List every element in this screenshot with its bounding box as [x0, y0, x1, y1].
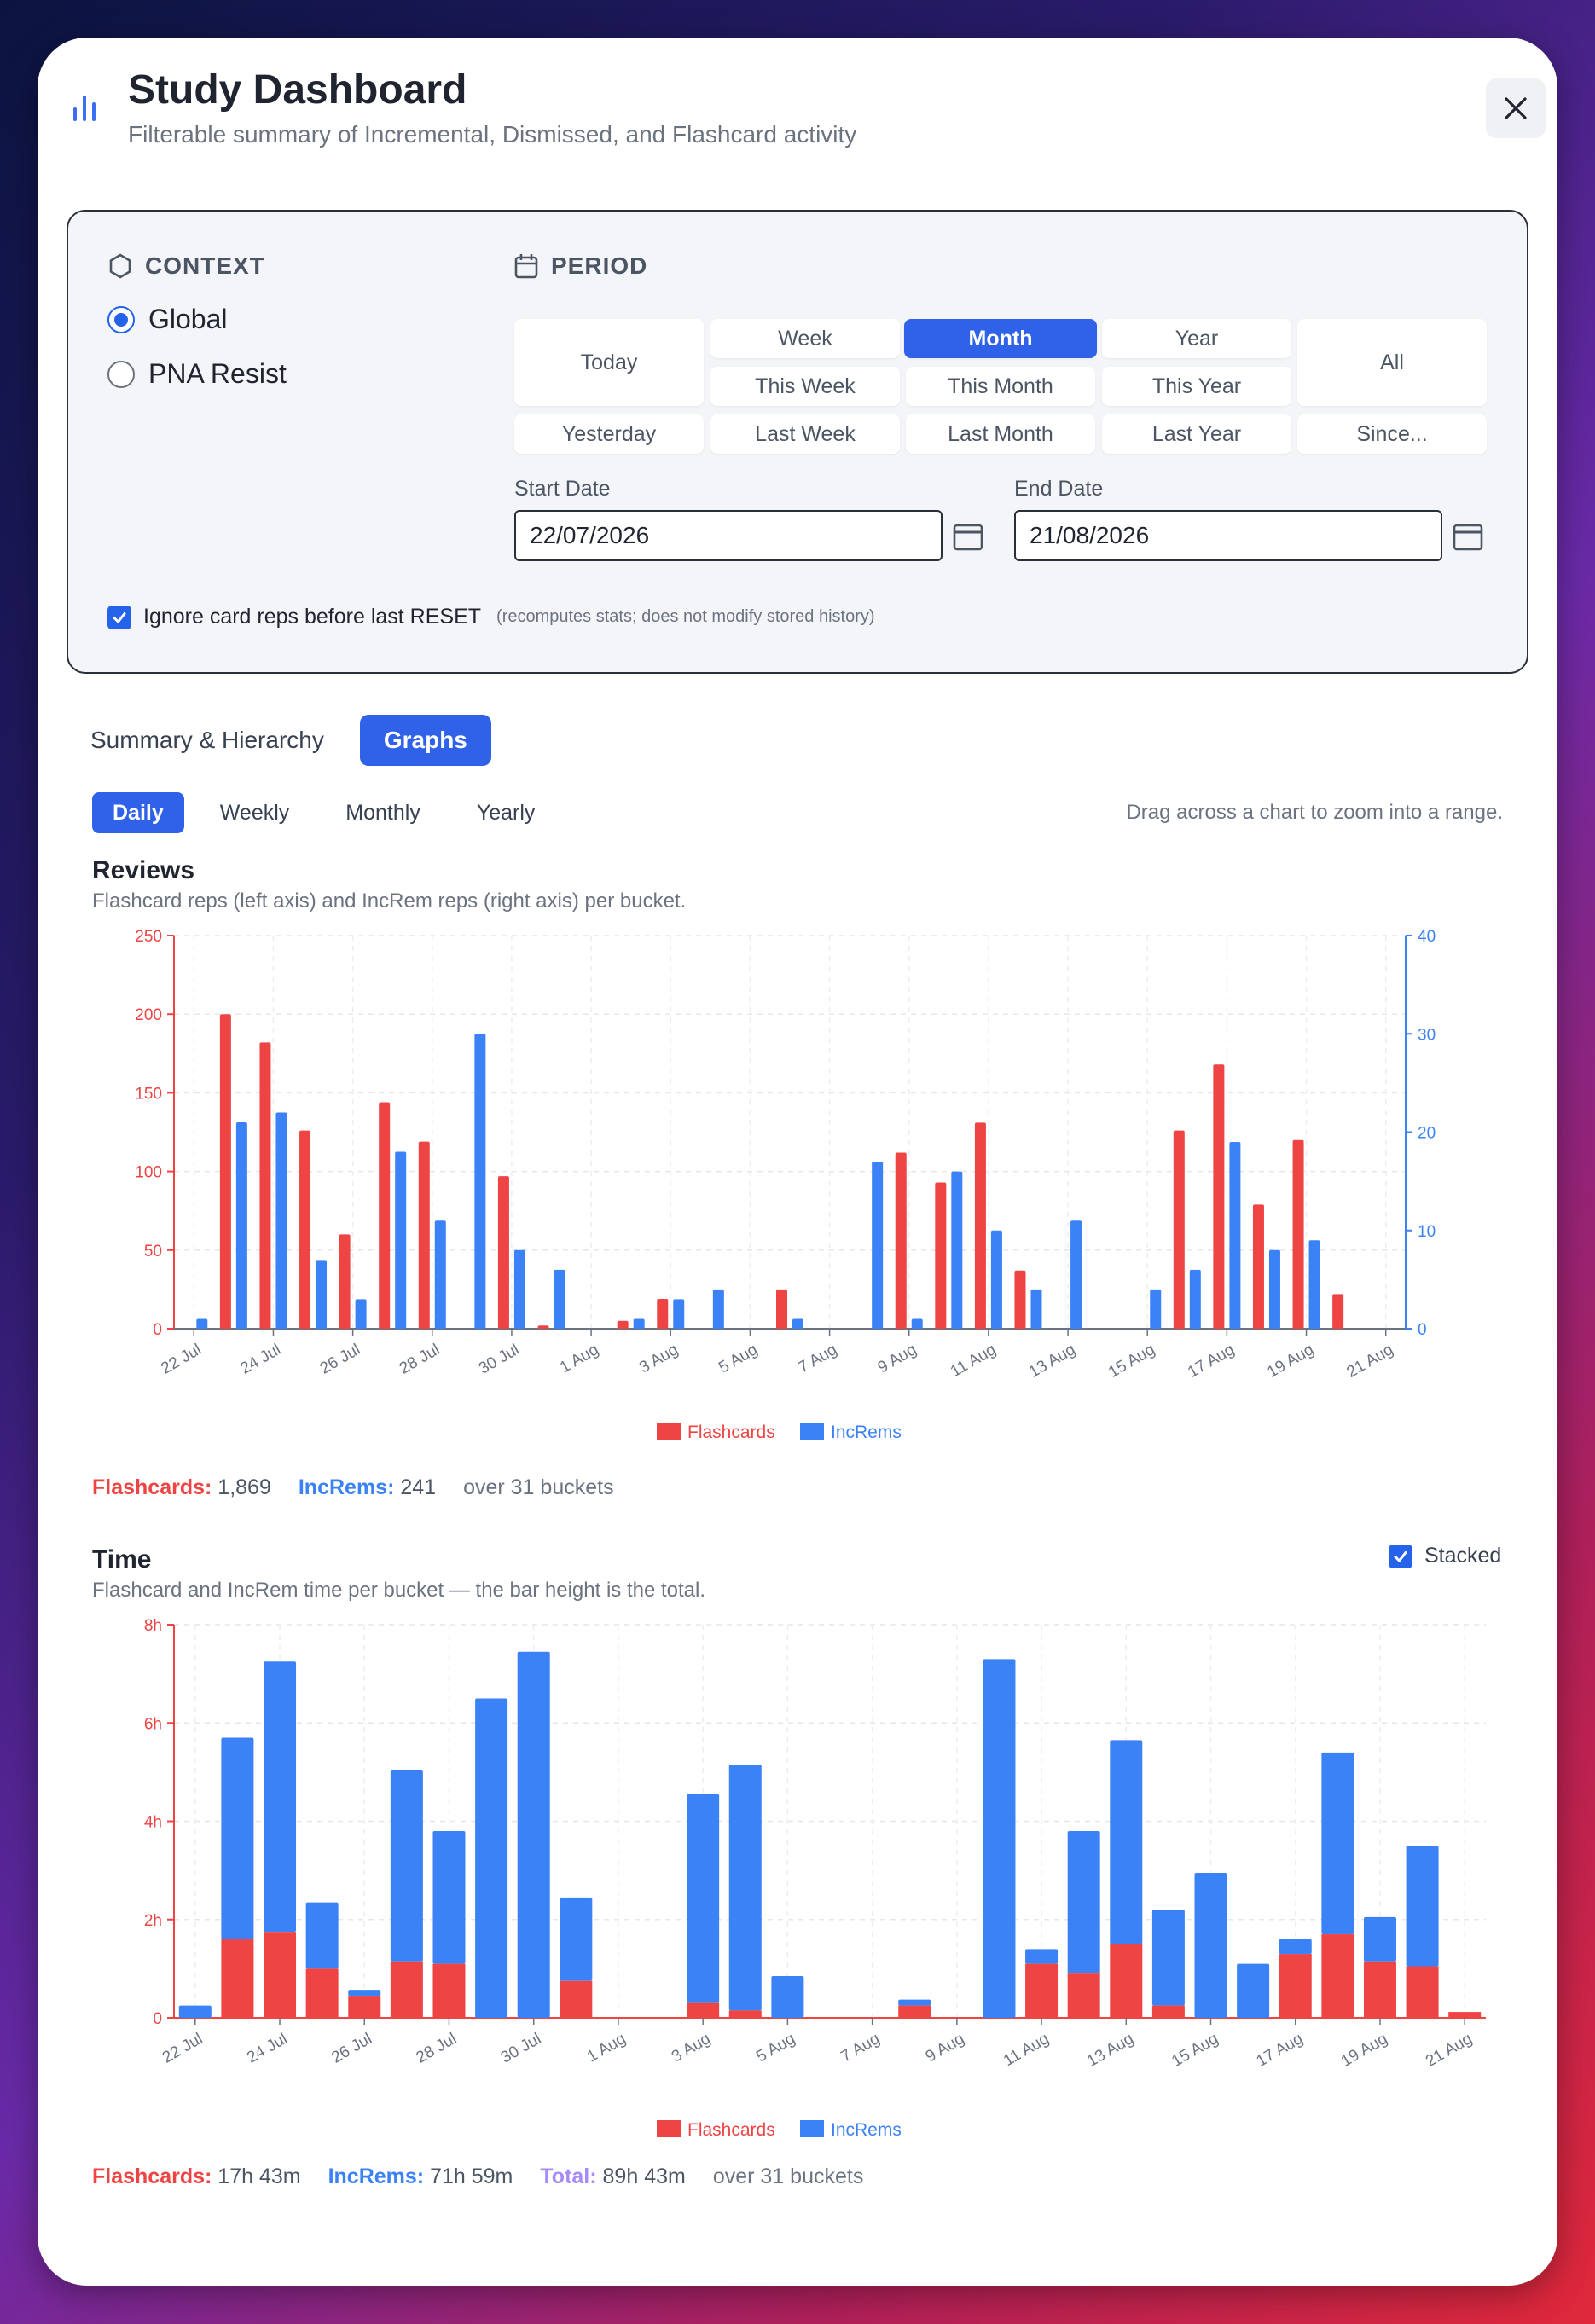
period-yesterday-button[interactable]: Yesterday	[514, 414, 704, 454]
period-week-button[interactable]: Week	[710, 319, 900, 358]
reviews-chart-title: Reviews	[92, 856, 195, 884]
calendar-icon	[953, 524, 983, 551]
end-date-input[interactable]: 21/08/2026	[1014, 510, 1442, 561]
reviews-inc-value: 241	[400, 1475, 437, 1499]
time-chart-title: Time	[92, 1545, 152, 1573]
tab-graphs[interactable]: Graphs	[359, 715, 491, 766]
reviews-stats: Flashcards: 1,869 IncRems: 241 over 31 b…	[92, 1475, 614, 1500]
time-inc-label: IncRems:	[328, 2165, 425, 2188]
close-icon	[1505, 97, 1527, 119]
stacked-checkbox[interactable]	[1389, 1544, 1412, 1568]
end-date-label: End Date	[1014, 477, 1104, 501]
granularity-tabs: Daily Weekly Monthly Yearly	[92, 792, 555, 833]
period-month-button[interactable]: Month	[904, 319, 1097, 358]
calendar-icon	[1453, 524, 1483, 551]
ignore-reset-label: Ignore card reps before last RESET	[143, 605, 482, 629]
reviews-chart-subtitle: Flashcard reps (left axis) and IncRem re…	[92, 890, 687, 913]
period-all-button[interactable]: All	[1297, 319, 1487, 406]
hexagon-icon	[109, 253, 131, 279]
period-year-button[interactable]: Year	[1102, 319, 1291, 358]
time-total-label: Total:	[540, 2165, 597, 2188]
time-buckets: over 31 buckets	[712, 2165, 864, 2188]
calendar-icon	[514, 254, 538, 279]
check-icon	[113, 611, 126, 623]
page-title: Study Dashboard	[128, 67, 467, 113]
start-date-input[interactable]: 22/07/2026	[514, 510, 942, 561]
context-option-global[interactable]: Global	[107, 304, 228, 335]
close-button[interactable]	[1486, 78, 1546, 138]
time-chart-subtitle: Flashcard and IncRem time per bucket — t…	[92, 1579, 706, 1602]
period-today-button[interactable]: Today	[514, 319, 704, 406]
radio-selected[interactable]	[107, 305, 135, 333]
granularity-yearly[interactable]: Yearly	[476, 800, 536, 825]
time-stats: Flashcards: 17h 43m IncRems: 71h 59m Tot…	[92, 2165, 863, 2189]
period-since-button[interactable]: Since...	[1297, 414, 1487, 454]
bar-chart-icon	[72, 92, 99, 123]
start-date-label: Start Date	[514, 477, 611, 501]
period-section-label: PERIOD	[513, 252, 647, 280]
main-tabs: Summary & Hierarchy Graphs	[67, 715, 491, 766]
period-this-week-button[interactable]: This Week	[710, 367, 900, 406]
context-option-pna-resist[interactable]: PNA Resist	[107, 358, 287, 390]
tab-summary-hierarchy[interactable]: Summary & Hierarchy	[90, 727, 324, 753]
stacked-label: Stacked	[1424, 1544, 1502, 1568]
context-section-label: CONTEXT	[107, 252, 265, 280]
period-this-year-button[interactable]: This Year	[1102, 367, 1291, 406]
stacked-toggle[interactable]: Stacked	[1389, 1544, 1501, 1568]
time-flash-label: Flashcards:	[92, 2165, 212, 2188]
reviews-flash-label: Flashcards:	[92, 1475, 212, 1499]
reviews-flash-value: 1,869	[218, 1475, 271, 1499]
period-this-month-button[interactable]: This Month	[906, 367, 1095, 406]
start-date-calendar-button[interactable]	[953, 520, 983, 551]
zoom-hint: Drag across a chart to zoom into a range…	[1126, 801, 1503, 824]
reviews-inc-label: IncRems:	[298, 1475, 395, 1499]
radio-unselected[interactable]	[107, 360, 135, 388]
period-last-month-button[interactable]: Last Month	[906, 414, 1095, 454]
time-flash-value: 17h 43m	[218, 2165, 301, 2188]
ignore-reset-note: (recomputes stats; does not modify store…	[496, 607, 875, 626]
page-subtitle: Filterable summary of Incremental, Dismi…	[128, 121, 857, 148]
check-icon	[1394, 1550, 1407, 1562]
reviews-buckets: over 31 buckets	[463, 1475, 614, 1499]
granularity-weekly[interactable]: Weekly	[219, 800, 290, 825]
ignore-reset-checkbox[interactable]	[107, 605, 131, 629]
ignore-reset-option[interactable]: Ignore card reps before last RESET (reco…	[107, 605, 875, 629]
granularity-monthly[interactable]: Monthly	[345, 800, 420, 825]
time-total-value: 89h 43m	[602, 2165, 686, 2188]
end-date-calendar-button[interactable]	[1453, 520, 1483, 551]
period-last-year-button[interactable]: Last Year	[1102, 414, 1291, 454]
granularity-daily[interactable]: Daily	[92, 792, 184, 833]
time-inc-value: 71h 59m	[430, 2165, 513, 2188]
period-last-week-button[interactable]: Last Week	[710, 414, 900, 454]
